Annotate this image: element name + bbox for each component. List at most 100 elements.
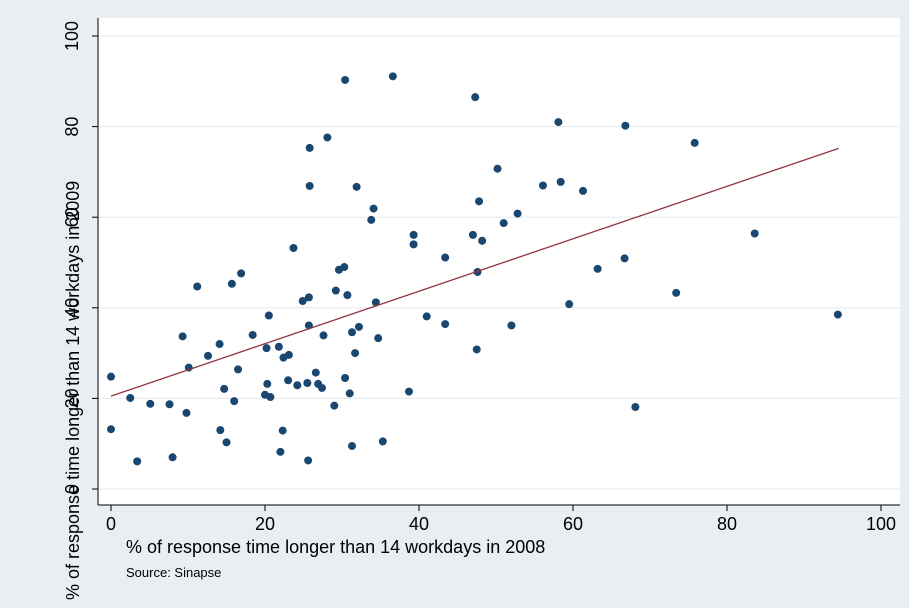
- data-point-20: [248, 330, 257, 339]
- data-point-80: [513, 209, 522, 218]
- x-tick-label-60: 60: [563, 514, 583, 534]
- data-point-3: [133, 457, 142, 466]
- data-point-7: [178, 332, 187, 341]
- gridlines: [98, 35, 900, 490]
- data-point-27: [276, 447, 285, 456]
- x-tick-label-20: 20: [255, 514, 275, 534]
- data-point-31: [284, 350, 293, 359]
- data-point-60: [369, 204, 378, 213]
- data-point-93: [833, 310, 842, 319]
- data-point-83: [556, 177, 565, 186]
- data-point-71: [468, 230, 477, 239]
- data-point-69: [441, 320, 450, 329]
- data-point-16: [227, 279, 236, 288]
- data-point-85: [579, 186, 588, 195]
- data-point-54: [348, 441, 357, 450]
- data-point-70: [441, 253, 450, 262]
- data-point-10: [193, 282, 202, 291]
- data-point-72: [471, 93, 480, 102]
- data-point-5: [165, 400, 174, 409]
- data-point-8: [182, 408, 191, 417]
- data-point-15: [222, 438, 231, 447]
- data-point-51: [341, 75, 350, 84]
- data-point-65: [404, 387, 413, 396]
- y-tick-label-40: 40: [62, 298, 82, 318]
- data-point-49: [340, 263, 349, 272]
- data-point-86: [593, 264, 602, 273]
- data-point-32: [289, 244, 298, 253]
- y-axis-ticks: 0 20 40 60 80 100: [62, 21, 98, 494]
- data-point-55: [348, 328, 357, 337]
- data-point-79: [507, 321, 516, 330]
- data-point-57: [352, 182, 361, 191]
- source-note: Source: Sinapse: [126, 565, 221, 580]
- data-point-40: [305, 143, 314, 152]
- fit-line: [110, 147, 839, 397]
- data-point-28: [278, 426, 287, 435]
- data-point-46: [330, 401, 339, 410]
- plot-area: [98, 18, 900, 505]
- data-points: [107, 72, 842, 466]
- data-point-33: [293, 381, 302, 390]
- data-point-44: [319, 331, 328, 340]
- data-point-19: [237, 269, 246, 278]
- y-tick-label-60: 60: [62, 207, 82, 227]
- data-point-68: [422, 312, 431, 321]
- data-point-17: [230, 397, 239, 406]
- data-point-22: [262, 344, 271, 353]
- data-point-91: [690, 138, 699, 147]
- data-point-87: [620, 254, 629, 263]
- data-point-78: [499, 219, 508, 228]
- data-point-89: [631, 403, 640, 412]
- x-tick-label-80: 80: [717, 514, 737, 534]
- x-axis-title: % of response time longer than 14 workda…: [126, 537, 545, 557]
- data-point-67: [409, 240, 418, 249]
- data-point-23: [263, 379, 272, 388]
- x-tick-label-100: 100: [866, 514, 896, 534]
- data-point-0: [107, 372, 115, 381]
- data-point-53: [345, 389, 354, 398]
- data-point-12: [215, 340, 224, 349]
- x-axis-ticks: 0 20 40 60 80 100: [106, 505, 896, 534]
- data-point-43: [317, 383, 326, 392]
- data-point-82: [554, 118, 563, 127]
- data-point-34: [298, 297, 307, 306]
- data-point-64: [388, 72, 397, 81]
- data-point-41: [311, 368, 320, 377]
- data-point-63: [378, 437, 387, 446]
- data-point-26: [274, 342, 283, 351]
- data-point-56: [351, 349, 360, 358]
- data-point-2: [126, 393, 135, 402]
- y-tick-label-0: 0: [62, 484, 82, 494]
- data-point-38: [304, 293, 313, 302]
- data-point-75: [475, 197, 484, 206]
- data-point-52: [343, 291, 352, 300]
- data-point-90: [672, 288, 681, 297]
- data-point-1: [107, 425, 115, 434]
- data-point-59: [367, 215, 376, 224]
- data-point-81: [538, 181, 547, 190]
- data-point-24: [264, 311, 273, 320]
- data-point-58: [354, 322, 363, 331]
- y-tick-label-20: 20: [62, 388, 82, 408]
- y-tick-label-100: 100: [62, 21, 82, 51]
- data-point-14: [220, 384, 229, 393]
- data-point-88: [621, 121, 630, 130]
- data-point-25: [266, 393, 275, 402]
- data-point-61: [371, 298, 380, 307]
- data-point-92: [750, 229, 759, 238]
- data-point-62: [374, 334, 383, 343]
- data-point-6: [168, 453, 177, 462]
- data-point-13: [216, 426, 225, 435]
- data-point-73: [472, 345, 481, 354]
- x-tick-label-40: 40: [409, 514, 429, 534]
- data-point-66: [409, 230, 418, 239]
- data-point-76: [478, 236, 487, 245]
- data-point-30: [284, 376, 293, 385]
- data-point-39: [305, 181, 314, 190]
- data-point-45: [323, 133, 332, 142]
- data-point-47: [331, 286, 340, 295]
- data-point-84: [565, 300, 574, 309]
- data-point-77: [493, 164, 502, 173]
